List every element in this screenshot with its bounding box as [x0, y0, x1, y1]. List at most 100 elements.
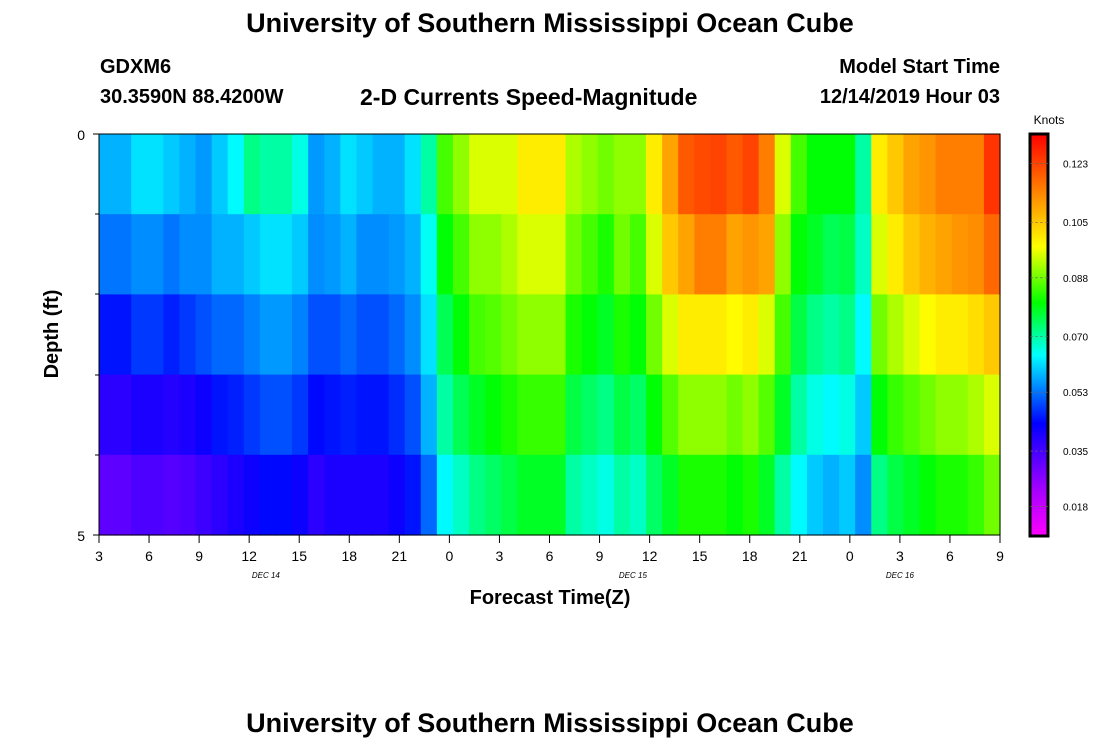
heatmap-cell — [147, 374, 164, 456]
heatmap-cell — [726, 454, 744, 536]
heatmap-cell — [839, 134, 856, 215]
heatmap-cell — [903, 214, 921, 295]
heatmap-cell — [420, 134, 438, 215]
heatmap-cell — [147, 214, 164, 295]
heatmap-cell — [790, 214, 808, 295]
x-tick-label: 9 — [596, 548, 604, 564]
heatmap-cell — [935, 134, 953, 215]
heatmap-cell — [292, 214, 309, 295]
page-title: University of Southern Mississippi Ocean… — [246, 8, 854, 38]
heatmap-cell — [340, 294, 358, 376]
heatmap-cell — [871, 454, 888, 536]
x-tick-label: 3 — [896, 548, 904, 564]
day-label: DEC 14 — [252, 571, 281, 580]
heatmap-cell — [131, 294, 148, 376]
day-label: DEC 16 — [886, 571, 915, 580]
heatmap-cell — [243, 214, 261, 295]
heatmap-cell — [967, 294, 985, 376]
heatmap-cell — [774, 294, 792, 376]
heatmap-cell — [790, 454, 808, 536]
heatmap-cell — [469, 214, 486, 295]
heatmap-cell — [211, 294, 229, 376]
heatmap-cell — [726, 374, 744, 456]
colorbar-tick-label: 0.123 — [1063, 159, 1088, 170]
heatmap-cell — [967, 134, 985, 215]
x-tick-label: 18 — [742, 548, 758, 564]
heatmap-cell — [275, 134, 293, 215]
heatmap-cell — [533, 134, 551, 215]
heatmap-cell — [211, 374, 229, 456]
heatmap-cell — [259, 214, 277, 295]
heatmap-cell — [211, 454, 229, 536]
heatmap-cell — [308, 214, 325, 295]
heatmap-cell — [292, 374, 309, 456]
heatmap-cell — [694, 214, 711, 295]
heatmap-cell — [742, 374, 760, 456]
colorbar-tick-label: 0.088 — [1063, 274, 1088, 285]
heatmap-cell — [388, 454, 406, 536]
heatmap-cell — [710, 134, 728, 215]
x-tick-label: 3 — [95, 548, 103, 564]
x-tick-label: 6 — [946, 548, 954, 564]
heatmap-cell — [662, 454, 679, 536]
heatmap-cell — [742, 134, 760, 215]
heatmap-cell — [372, 294, 390, 376]
heatmap-cell — [549, 454, 567, 536]
heatmap-cell — [195, 214, 213, 295]
x-axis-title: Forecast Time(Z) — [470, 587, 631, 609]
heatmap-cell — [469, 454, 486, 536]
heatmap-cell — [597, 374, 615, 456]
chart-subtitle: 2-D Currents Speed-Magnitude — [360, 84, 698, 110]
heatmap-cell — [452, 454, 470, 536]
heatmap-cell — [919, 134, 937, 215]
heatmap-cell — [774, 454, 792, 536]
heatmap-cell — [115, 134, 132, 215]
x-tick-label: 15 — [692, 548, 708, 564]
station-id: GDXM6 — [100, 56, 172, 78]
heatmap-cell — [597, 454, 615, 536]
heatmap-cell — [629, 374, 647, 456]
heatmap-cell — [452, 294, 470, 376]
heatmap-cell — [823, 454, 840, 536]
heatmap-cell — [919, 294, 937, 376]
heatmap-cell — [983, 454, 1001, 536]
heatmap-cell — [195, 134, 213, 215]
station-coordinates: 30.3590N 88.4200W — [100, 86, 284, 108]
heatmap-cell — [340, 214, 358, 295]
heatmap-cell — [501, 134, 518, 215]
heatmap-cell — [581, 454, 599, 536]
heatmap-cell — [243, 294, 261, 376]
y-axis-title: Depth (ft) — [41, 290, 63, 379]
x-tick-label: 6 — [546, 548, 554, 564]
heatmap-cell — [871, 214, 888, 295]
heatmap-cell — [195, 454, 213, 536]
heatmap-cell — [549, 214, 567, 295]
heatmap-cell — [855, 374, 872, 456]
heatmap-cell — [935, 374, 953, 456]
heatmap-cell — [758, 134, 776, 215]
heatmap-cell — [372, 454, 390, 536]
heatmap-cell — [517, 294, 535, 376]
heatmap-cell — [710, 214, 728, 295]
heatmap-cell — [227, 454, 245, 536]
colorbar-tick-label: 0.053 — [1063, 388, 1088, 399]
heatmap-cell — [839, 294, 856, 376]
x-tick-label: 0 — [846, 548, 854, 564]
heatmap-cell — [372, 214, 390, 295]
heatmap-cell — [404, 294, 422, 376]
heatmap-cell — [839, 454, 856, 536]
heatmap-cell — [951, 454, 969, 536]
heatmap-cell — [340, 454, 358, 536]
heatmap-cell — [99, 214, 116, 295]
heatmap-cell — [243, 454, 261, 536]
heatmap-cell — [179, 374, 197, 456]
heatmap-cell — [983, 134, 1001, 215]
heatmap-cell — [115, 374, 132, 456]
heatmap-cell — [179, 214, 197, 295]
heatmap-cell — [179, 134, 197, 215]
heatmap-cell — [452, 374, 470, 456]
y-axis: 0 5 Depth (ft) — [41, 127, 100, 544]
heatmap-cell — [227, 134, 245, 215]
heatmap-cell — [517, 454, 535, 536]
heatmap-cell — [646, 294, 663, 376]
